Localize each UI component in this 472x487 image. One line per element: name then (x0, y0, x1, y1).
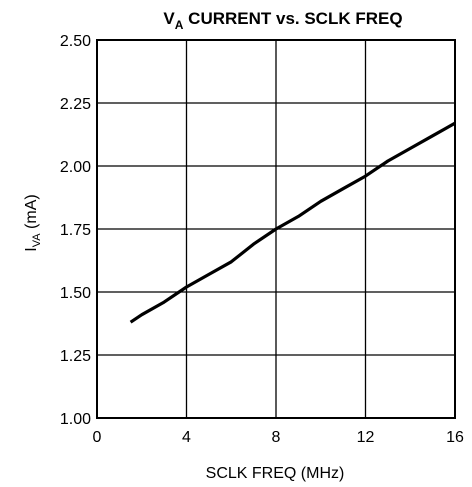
x-axis-label: SCLK FREQ (MHz) (206, 465, 345, 482)
chart-title-rest: CURRENT vs. SCLK FREQ (183, 9, 402, 28)
series-line-0 (129, 121, 456, 324)
y-tick-label: 2.25 (60, 96, 91, 113)
y-axis-label-subscript: VA (31, 233, 43, 248)
y-tick-label: 1.75 (60, 222, 91, 239)
y-tick-label: 1.00 (60, 411, 91, 428)
y-axis-label-rest: (mA) (23, 194, 40, 233)
y-tick-label: 1.50 (60, 285, 91, 302)
series-layer (129, 121, 456, 324)
x-tick-label: 8 (272, 429, 281, 446)
tick-labels: 0 4 8 12 16 1.00 1.25 1.50 1.75 2.00 2.25 2.50 (60, 33, 464, 446)
y-axis-label-main: I (23, 247, 40, 251)
y-tick-label: 2.00 (60, 159, 91, 176)
plot-frame (96, 39, 456, 419)
y-tick-label: 2.50 (60, 33, 91, 50)
chart-title-subscript: A (175, 18, 184, 32)
y-axis-label: IVA (mA) (23, 194, 43, 251)
chart-title: VA CURRENT vs. SCLK FREQ (163, 9, 402, 32)
x-tick-label: 0 (93, 429, 102, 446)
x-tick-label: 4 (182, 429, 191, 446)
x-tick-label: 12 (357, 429, 375, 446)
chart-title-main: V (163, 9, 175, 28)
y-tick-label: 1.25 (60, 348, 91, 365)
x-tick-label: 16 (446, 429, 464, 446)
